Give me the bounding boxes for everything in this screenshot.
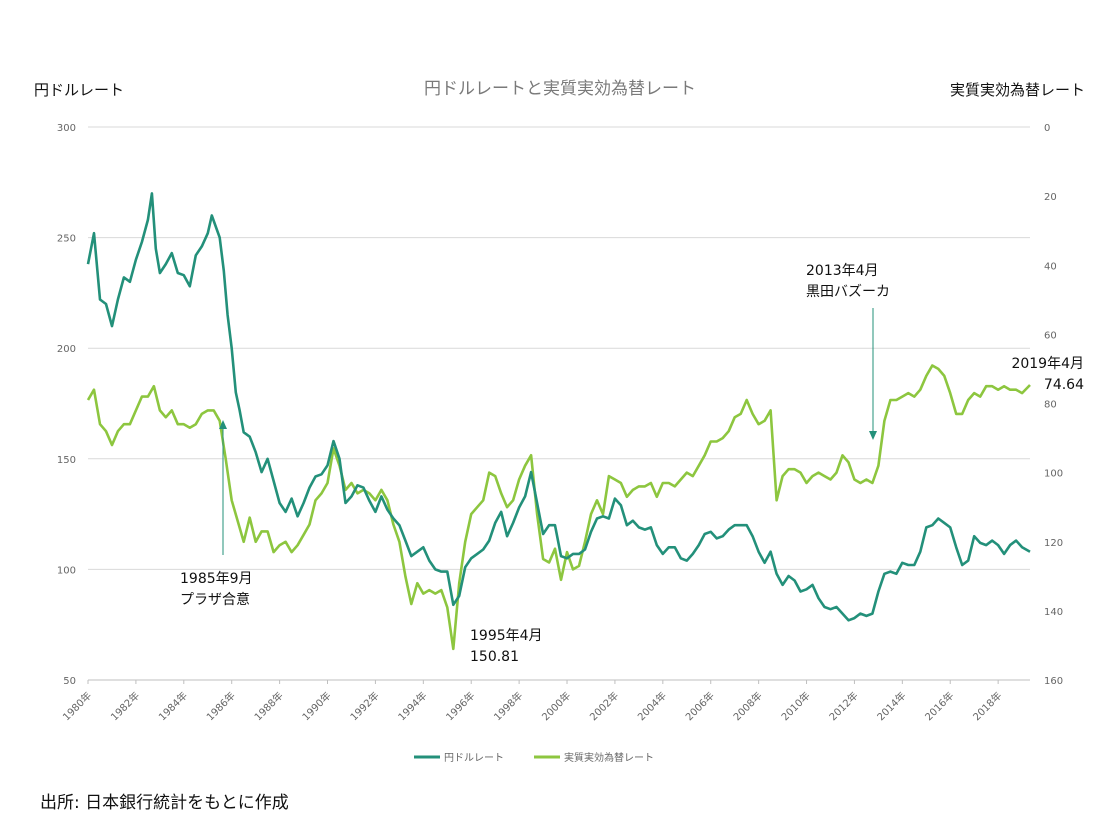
left-axis-ticks: 300 250 200 150 100 50 xyxy=(57,123,76,687)
peak1995-date: 1995年4月 xyxy=(470,628,543,644)
x-tick-label: 1990年 xyxy=(299,689,333,723)
bazooka-label: 黒田バズーカ xyxy=(806,284,890,300)
bazooka-date: 2013年4月 xyxy=(806,263,879,279)
x-tick-label: 1984年 xyxy=(156,689,190,723)
x-tick-label: 2002年 xyxy=(587,689,621,723)
annotation-bazooka: 2013年4月 黒田バズーカ xyxy=(806,263,890,300)
right-tick-label: 0 xyxy=(1044,123,1050,134)
legend-label-usdjpy: 円ドルレート xyxy=(444,753,504,764)
left-tick-label: 250 xyxy=(57,234,76,245)
plaza-date: 1985年9月 xyxy=(180,571,253,587)
peak1995-value: 150.81 xyxy=(470,649,519,665)
legend: 円ドルレート 実質実効為替レート xyxy=(414,751,654,764)
x-tick-label: 2010年 xyxy=(778,689,812,723)
x-tick-label: 1982年 xyxy=(108,689,142,723)
legend-label-reer: 実質実効為替レート xyxy=(564,751,654,764)
chart-title: 円ドルレートと実質実効為替レート xyxy=(424,79,696,99)
right-tick-label: 160 xyxy=(1044,676,1063,687)
right-axis-title: 実質実効為替レート xyxy=(950,81,1085,99)
x-tick-label: 2016年 xyxy=(922,689,956,723)
x-tick-label: 2006年 xyxy=(683,689,717,723)
annotation-latest: 2019年4月 74.64 xyxy=(1011,356,1084,393)
x-tick-label: 1996年 xyxy=(443,689,477,723)
right-tick-label: 140 xyxy=(1044,607,1063,618)
left-tick-label: 300 xyxy=(57,123,76,134)
left-tick-label: 150 xyxy=(57,455,76,466)
x-tick-label: 2004年 xyxy=(635,689,669,723)
x-tick-label: 1994年 xyxy=(395,689,429,723)
plaza-label: プラザ合意 xyxy=(180,591,250,608)
x-tick-label: 2008年 xyxy=(730,689,764,723)
bazooka-arrowhead xyxy=(869,431,877,440)
x-tick-label: 1986年 xyxy=(204,689,238,723)
right-tick-label: 20 xyxy=(1044,192,1057,203)
left-tick-label: 50 xyxy=(63,676,76,687)
x-tick-label: 1980年 xyxy=(60,689,94,723)
right-tick-label: 120 xyxy=(1044,538,1063,549)
x-tick-label: 2012年 xyxy=(826,689,860,723)
x-tick-label: 2000年 xyxy=(539,689,573,723)
latest-date: 2019年4月 xyxy=(1011,356,1084,372)
x-tick-label: 2014年 xyxy=(874,689,908,723)
source-note: 出所: 日本銀行統計をもとに作成 xyxy=(40,793,289,813)
plaza-arrowhead xyxy=(219,420,227,429)
right-axis-ticks: 0 20 40 60 80 100 120 140 160 xyxy=(1044,123,1063,687)
latest-value: 74.64 xyxy=(1044,377,1084,393)
series-lines xyxy=(86,192,1031,651)
x-tick-label: 2018年 xyxy=(970,689,1004,723)
right-tick-label: 60 xyxy=(1044,330,1057,341)
annotation-arrows xyxy=(219,308,877,555)
series-line-reer xyxy=(86,364,1031,651)
x-axis-ticks: 1980年 1982年 1984年 1986年 1988年 1990年 1992年 1994年… xyxy=(60,679,1030,723)
annotation-1995: 1995年4月 150.81 xyxy=(470,628,543,665)
annotation-plaza: 1985年9月 プラザ合意 xyxy=(180,571,253,608)
left-tick-label: 200 xyxy=(57,344,76,355)
left-axis-title: 円ドルレート xyxy=(34,81,124,99)
x-tick-label: 1998年 xyxy=(491,689,525,723)
left-tick-label: 100 xyxy=(57,565,76,576)
right-tick-label: 100 xyxy=(1044,469,1063,480)
x-tick-label: 1988年 xyxy=(251,689,285,723)
series-line-usdjpy xyxy=(86,192,1031,622)
right-tick-label: 40 xyxy=(1044,261,1057,272)
x-tick-label: 1992年 xyxy=(347,689,381,723)
right-tick-label: 80 xyxy=(1044,400,1057,411)
